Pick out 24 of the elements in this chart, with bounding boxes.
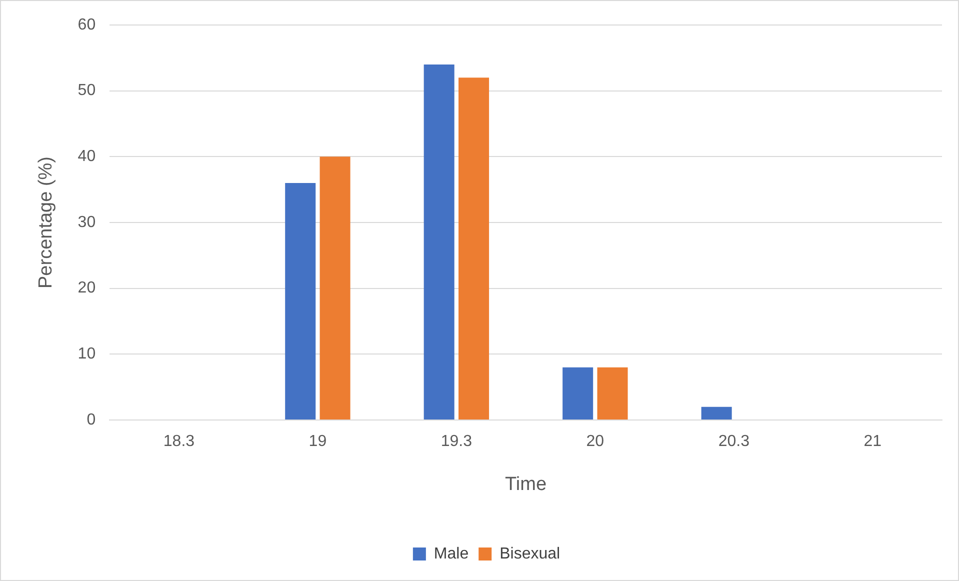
x-tick-label: 20 xyxy=(586,433,604,450)
y-tick-label: 40 xyxy=(78,148,96,166)
legend-label: Male xyxy=(434,545,469,562)
x-axis-title: Time xyxy=(505,474,547,495)
y-tick-label: 20 xyxy=(78,280,96,297)
y-tick-label: 10 xyxy=(78,346,96,363)
y-tick-label: 50 xyxy=(78,82,96,100)
y-tick-label: 30 xyxy=(78,214,96,231)
bar xyxy=(597,367,628,420)
bar xyxy=(701,406,732,420)
x-tick-label: 20.3 xyxy=(718,433,750,450)
x-tick-label: 19 xyxy=(308,433,327,450)
bar xyxy=(285,183,316,420)
bar xyxy=(458,78,490,420)
legend-label: Bisexual xyxy=(500,545,560,562)
bar xyxy=(320,156,350,420)
bar xyxy=(562,367,594,420)
x-tick-label: 19.3 xyxy=(440,433,472,450)
x-tick-label: 21 xyxy=(864,433,882,450)
y-axis-title: Percentage (%) xyxy=(36,156,57,289)
y-tick-label: 0 xyxy=(86,411,96,428)
x-tick-label: 18.3 xyxy=(163,433,195,450)
y-tick-label: 60 xyxy=(78,16,96,34)
bar xyxy=(424,64,454,420)
